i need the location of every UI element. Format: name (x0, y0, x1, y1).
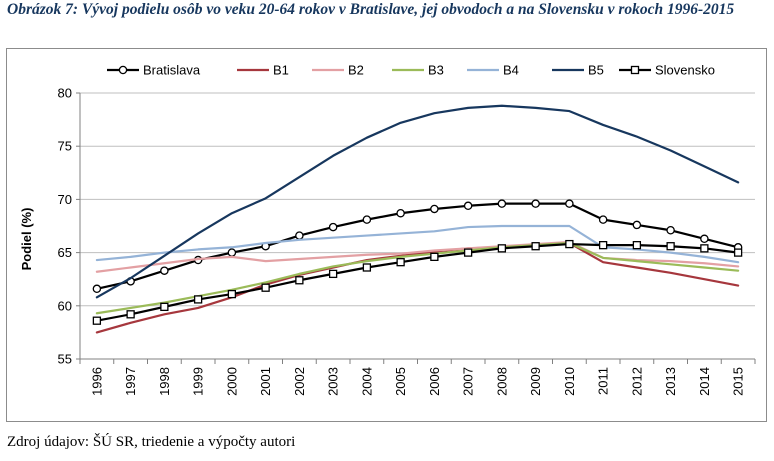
legend-label-b4: B4 (503, 63, 519, 78)
x-tick-label: 2013 (663, 367, 678, 396)
x-tick-label: 2004 (359, 367, 374, 396)
y-tick-label: 80 (58, 86, 72, 101)
data-point-slovensko (261, 283, 270, 292)
data-point-slovensko (733, 248, 743, 257)
line-chart: 55 60 65 70 75 80 1996 1997 1998 1999 2000 2001 2002… (19, 63, 756, 396)
x-tick-label: 2011 (596, 367, 611, 395)
legend-label-b3: B3 (428, 63, 444, 78)
source-note: Zdroj údajov: ŠÚ SR, triedenie a výpočty… (7, 434, 296, 450)
data-point-bratislava (396, 208, 405, 218)
chart-area: 55 60 65 70 75 80 1996 1997 1998 1999 2000 2001 2002… (6, 48, 767, 422)
data-point-slovensko (160, 302, 169, 312)
data-point-slovensko (666, 242, 675, 251)
x-tick-label: 1996 (89, 367, 104, 396)
data-point-bratislava (362, 215, 372, 224)
x-tick-label: 2008 (494, 367, 509, 396)
x-tick-label: 2003 (326, 367, 341, 396)
data-point-slovensko (227, 289, 237, 299)
series-line-b1 (95, 241, 740, 334)
data-point-slovensko (193, 295, 203, 304)
data-point-bratislava (295, 231, 304, 240)
x-tick-label: 2001 (258, 367, 273, 396)
legend-item-b5: B5 (552, 63, 604, 78)
legend-label-b1: B1 (273, 63, 289, 78)
data-point-slovensko (632, 241, 642, 250)
x-tick-label: 2010 (562, 367, 577, 396)
series-lines (92, 104, 743, 334)
data-point-bratislava (430, 204, 439, 214)
legend-item-b4: B4 (467, 63, 519, 78)
legend-label-slovensko: Slovensko (655, 63, 715, 78)
data-point-slovensko (295, 276, 304, 285)
x-tick-label: 1998 (157, 367, 172, 396)
axes: 55 60 65 70 75 80 1996 1997 1998 1999 2000 2001 2002… (58, 86, 756, 396)
data-point-slovensko (598, 241, 608, 250)
legend-item-slovensko: Slovensko (619, 63, 715, 78)
data-point-bratislava (531, 199, 540, 208)
legend-label-b2: B2 (348, 63, 364, 78)
data-point-slovensko (463, 248, 473, 257)
y-tick-label: 75 (58, 139, 72, 154)
data-point-slovensko (328, 269, 338, 279)
data-point-slovensko (126, 310, 135, 319)
data-point-bratislava (598, 215, 608, 224)
legend-item-bratislava: Bratislava (107, 63, 201, 78)
data-point-bratislava (632, 220, 642, 230)
data-point-slovensko (700, 244, 709, 253)
x-tick-label: 1999 (191, 367, 206, 396)
legend-item-b1: B1 (237, 63, 289, 78)
y-tick-label: 65 (58, 245, 72, 260)
data-point-bratislava (700, 234, 709, 244)
data-point-bratislava (92, 284, 102, 294)
data-point-slovensko (430, 252, 439, 262)
legend-label-b5: B5 (588, 63, 604, 78)
legend-marker-slovensko (630, 65, 640, 75)
y-tick-label: 60 (58, 298, 72, 313)
y-axis-title: Podiel (%) (19, 208, 34, 271)
x-tick-label: 2000 (224, 367, 239, 396)
x-tick-label: 2006 (427, 367, 442, 396)
x-tick-label: 2012 (629, 367, 644, 396)
series-line-b3 (95, 241, 740, 315)
data-point-slovensko (396, 258, 405, 267)
y-tick-label: 55 (58, 352, 72, 367)
data-point-bratislava (666, 226, 675, 235)
data-point-bratislava (160, 266, 169, 275)
data-point-bratislava (565, 199, 574, 208)
x-tick-label: 2015 (731, 367, 746, 396)
gridlines (80, 92, 755, 307)
data-point-slovensko (531, 242, 540, 251)
x-tick-label: 2009 (528, 367, 543, 396)
data-point-slovensko (497, 244, 507, 253)
series-line-slovensko (95, 242, 740, 322)
legend: Bratislava B1 B2 B3 B4 B5 Slovensko (107, 63, 715, 78)
data-point-bratislava (463, 201, 473, 211)
legend-marker-bratislava (118, 65, 128, 75)
legend-label-bratislava: Bratislava (143, 63, 201, 78)
legend-item-b2: B2 (312, 63, 364, 78)
data-point-bratislava (497, 199, 507, 208)
data-point-slovensko (565, 239, 574, 249)
x-tick-label: 2002 (292, 367, 307, 396)
data-point-slovensko (92, 316, 102, 325)
series-line-b5 (95, 104, 740, 299)
x-tick-label: 2005 (393, 367, 408, 396)
data-point-bratislava (328, 222, 338, 232)
data-point-bratislava (227, 248, 237, 257)
y-tick-label: 70 (58, 192, 72, 207)
data-point-slovensko (362, 263, 372, 272)
x-tick-label: 1997 (123, 367, 138, 396)
legend-item-b3: B3 (392, 63, 444, 78)
figure-caption: Obrázok 7: Vývoj podielu osôb vo veku 20… (7, 1, 735, 18)
series-line-b4 (95, 224, 740, 264)
x-tick-label: 2007 (461, 367, 476, 396)
x-tick-label: 2014 (697, 367, 712, 396)
